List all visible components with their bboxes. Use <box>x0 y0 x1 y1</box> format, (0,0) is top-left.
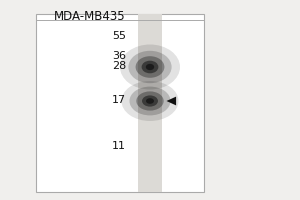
Ellipse shape <box>136 56 164 78</box>
Ellipse shape <box>142 61 158 73</box>
Ellipse shape <box>130 87 170 115</box>
Ellipse shape <box>146 98 154 104</box>
Ellipse shape <box>146 64 154 70</box>
Text: 28: 28 <box>112 61 126 71</box>
FancyBboxPatch shape <box>36 14 204 192</box>
Text: 36: 36 <box>112 51 126 61</box>
Ellipse shape <box>136 91 164 111</box>
Polygon shape <box>167 97 176 105</box>
Text: MDA-MB435: MDA-MB435 <box>54 10 126 23</box>
Ellipse shape <box>122 81 178 121</box>
Text: 17: 17 <box>112 95 126 105</box>
Ellipse shape <box>120 45 180 90</box>
Text: 11: 11 <box>112 141 126 151</box>
Ellipse shape <box>128 51 172 83</box>
Ellipse shape <box>142 95 158 107</box>
Text: 55: 55 <box>112 31 126 41</box>
FancyBboxPatch shape <box>138 14 162 192</box>
